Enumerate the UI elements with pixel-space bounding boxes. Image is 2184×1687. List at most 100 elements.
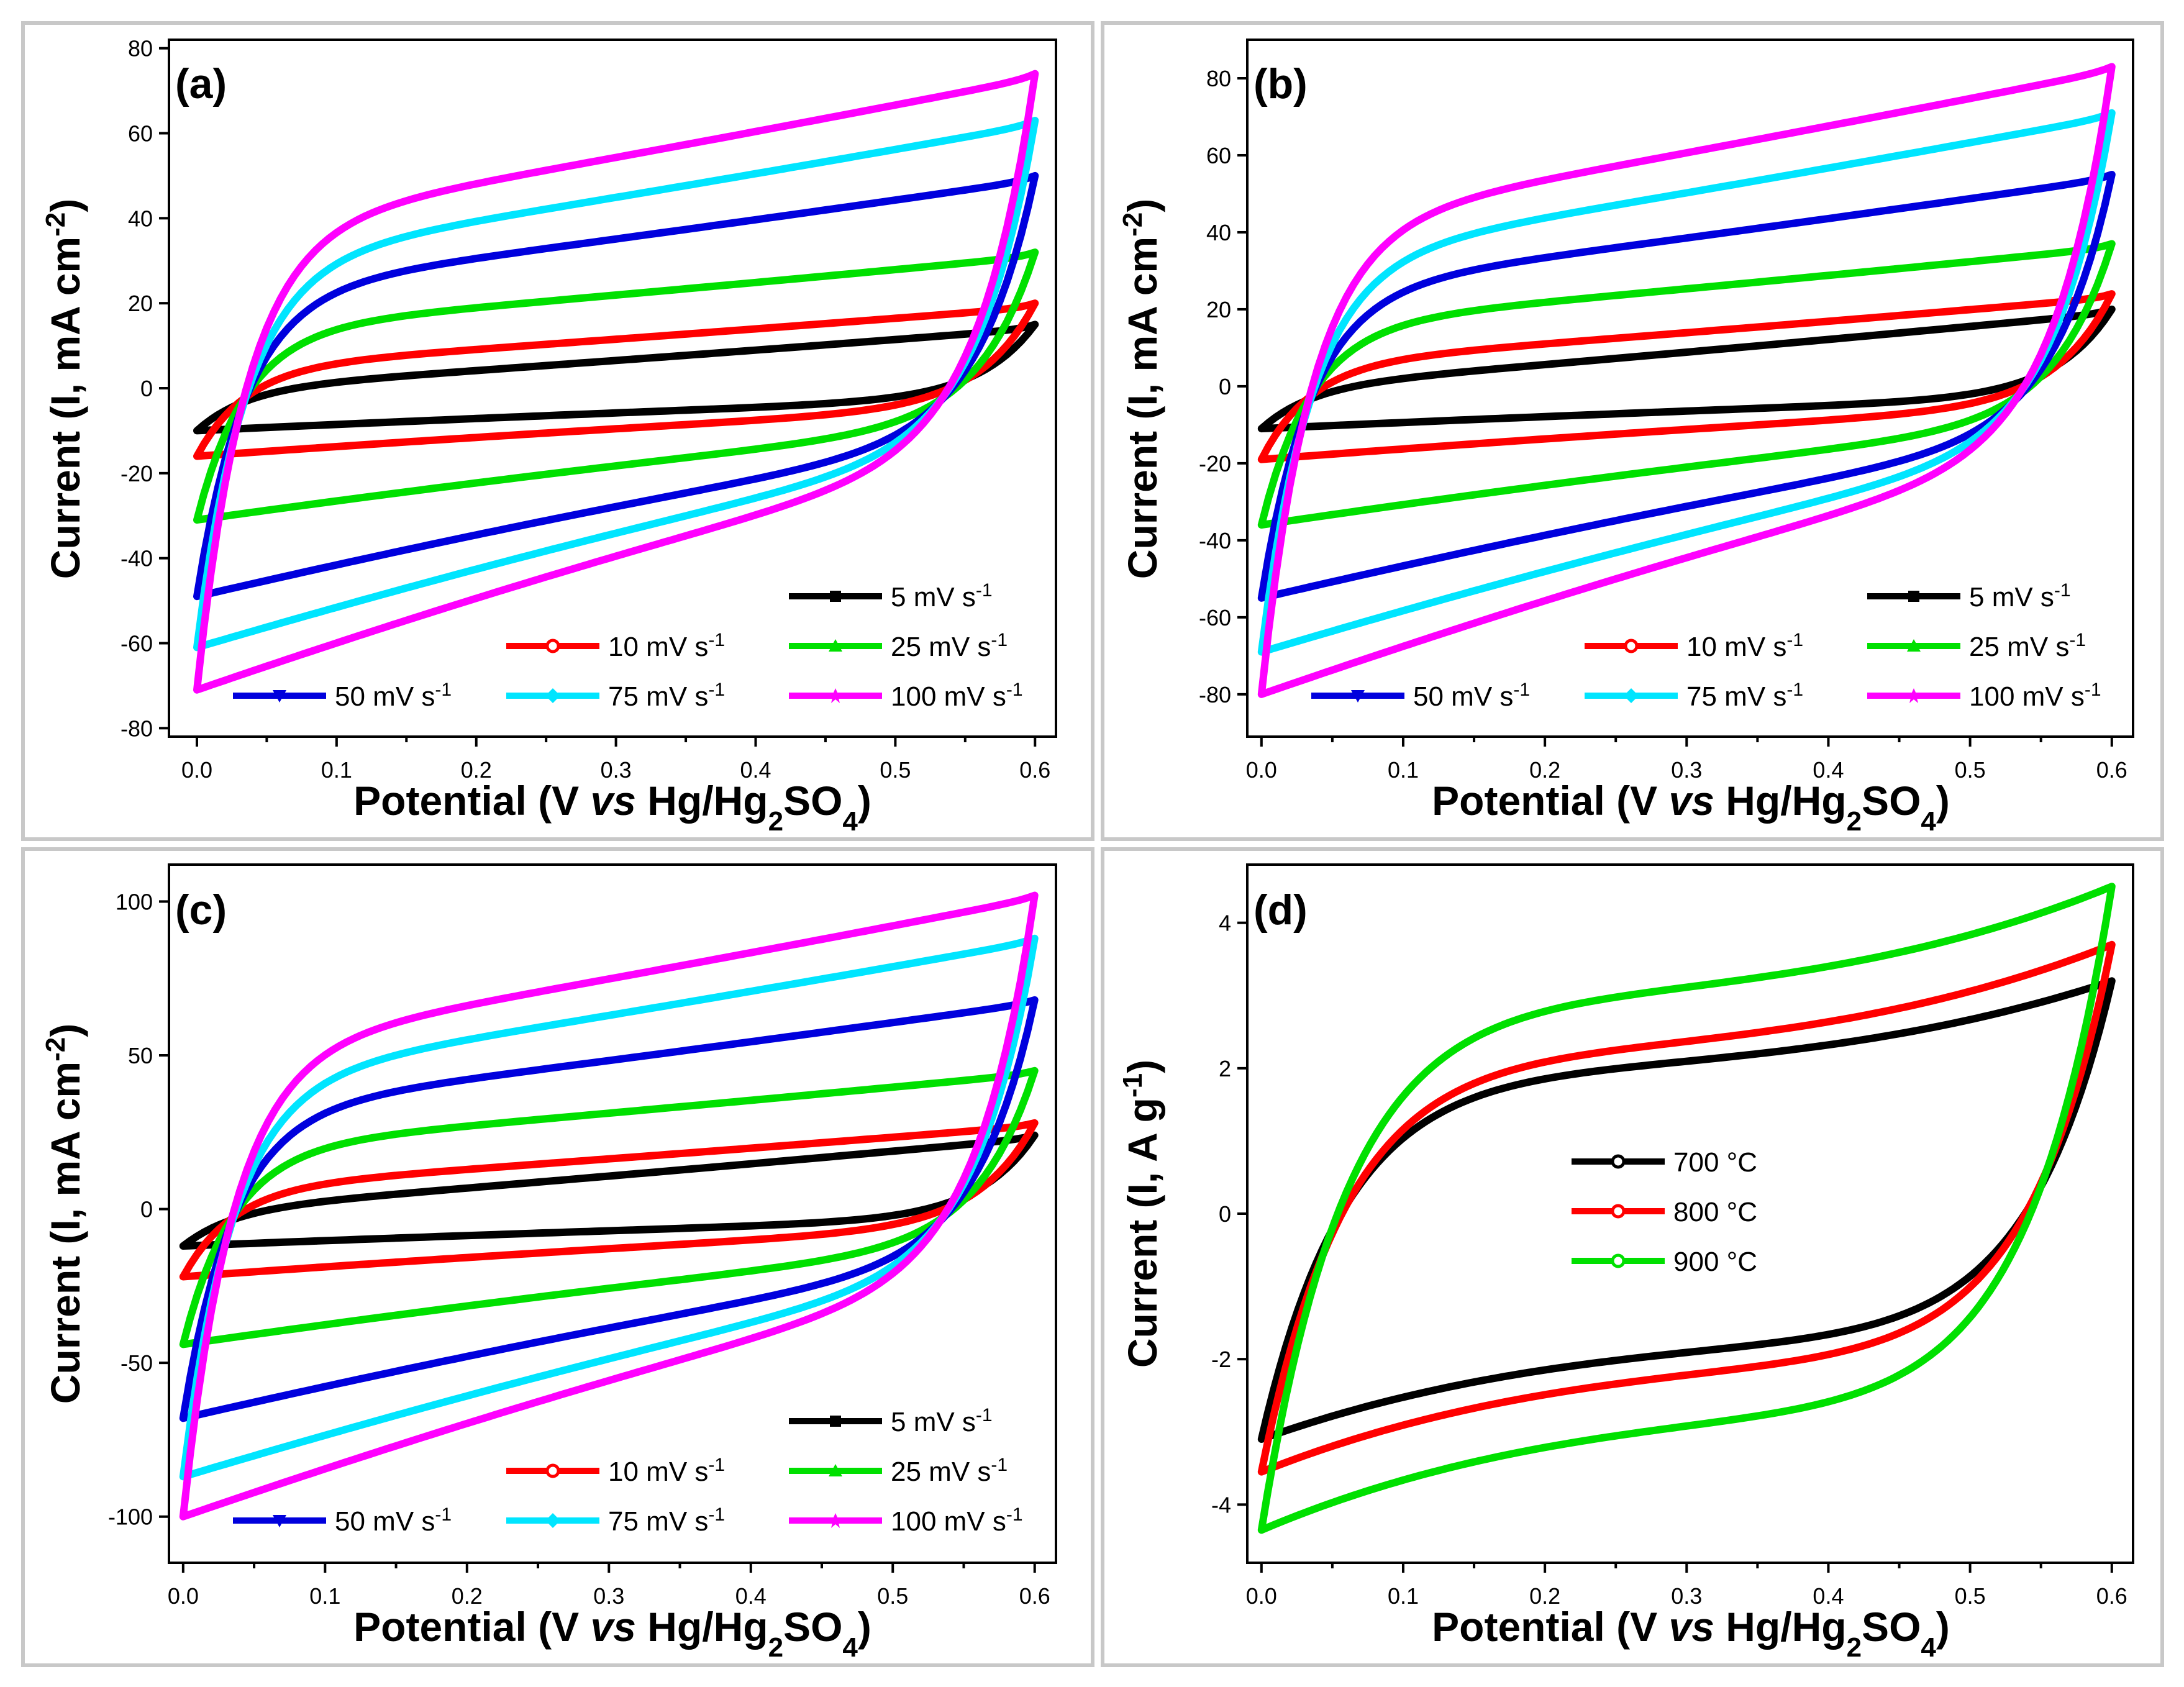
panel-d-ytick-label: 0 bbox=[1219, 1201, 1231, 1227]
panel-b-legend-label-part: -1 bbox=[2054, 580, 2071, 601]
panel-a-legend-label-part: 10 mV s bbox=[608, 632, 708, 662]
panel-c-xtick-label: 0.5 bbox=[877, 1583, 908, 1609]
panel-b-plot-box bbox=[1246, 39, 2134, 738]
panel-a-series-25mvs1 bbox=[193, 248, 1039, 524]
panel-c-legend-label-part: 5 mV s bbox=[891, 1407, 976, 1437]
panel-c-legend-label-part: 100 mV s bbox=[891, 1506, 1006, 1537]
panel-c-ylabel-part: ) bbox=[42, 1024, 88, 1037]
panel-d-chart: 0.0 0.1 0.2 0.3 0.4 0.5 0.6 -4 -2 0 2 4 (d) Potential… bbox=[1117, 863, 2134, 1663]
panel-b-series-100mvs1 bbox=[1257, 63, 2116, 698]
panel-a-legend-label-part: 5 mV s bbox=[891, 582, 976, 612]
panel-b-legend-marker bbox=[1906, 688, 1921, 703]
panel-a-ytick-label: -60 bbox=[121, 630, 153, 656]
panel-d-ylabel-part: -1 bbox=[1117, 1073, 1148, 1098]
panel-c-legend-label: 5 mV s-1 bbox=[891, 1405, 993, 1438]
panel-b-xtick-label: 0.4 bbox=[1813, 757, 1844, 783]
panel-b-legend-label: 25 mV s-1 bbox=[1969, 630, 2086, 663]
panel-b-xlabel-part: 2 bbox=[1847, 806, 1862, 837]
panel-b-legend-label: 5 mV s-1 bbox=[1969, 580, 2071, 613]
panel-d-xtick-label: 0.1 bbox=[1388, 1583, 1419, 1609]
panel-c-legend-label-part: -1 bbox=[435, 1504, 452, 1525]
panel-b-legend-label: 75 mV s-1 bbox=[1686, 680, 1803, 712]
panel-c-legend-label: 100 mV s-1 bbox=[891, 1504, 1023, 1537]
panel-c-legend-label: 25 mV s-1 bbox=[891, 1455, 1008, 1488]
panel-a-xtick-label: 0.3 bbox=[601, 757, 632, 783]
panel-c-ylabel-part: Current (I, mA cm bbox=[42, 1062, 88, 1404]
panel-c-plot-box bbox=[168, 863, 1057, 1564]
panel-c-legend-label: 10 mV s-1 bbox=[608, 1455, 725, 1488]
panel-b-xlabel-part: vs bbox=[1669, 778, 1714, 824]
panel-d-xtick-label: 0.3 bbox=[1671, 1583, 1702, 1609]
panel-c-legend-label-part: 75 mV s bbox=[608, 1506, 708, 1537]
panel-a-xtick-label: 0.0 bbox=[181, 757, 212, 783]
panel-d-ytick-label: 2 bbox=[1219, 1056, 1231, 1081]
panel-a-legend-label-part: -1 bbox=[991, 630, 1008, 650]
panel-b-ylabel: Current (I, mA cm-2) bbox=[1117, 199, 1166, 579]
panel-c-legend-label: 50 mV s-1 bbox=[335, 1504, 452, 1537]
panel-c-legend-marker bbox=[830, 1416, 841, 1427]
panel-c-xtick-label: 0.6 bbox=[1019, 1583, 1050, 1609]
panel-a-legend-label: 75 mV s-1 bbox=[608, 680, 725, 712]
panel-a-xlabel-part: ) bbox=[858, 778, 871, 824]
panel-c-legend-label-part: 50 mV s bbox=[335, 1506, 435, 1537]
panel-a-ytick-label: -80 bbox=[121, 716, 153, 741]
panel-a-series-50mvs1 bbox=[193, 171, 1039, 601]
panel-a-legend-marker bbox=[545, 639, 560, 653]
panel-b-legend-label: 100 mV s-1 bbox=[1969, 680, 2101, 712]
panel-a-ylabel-part: -2 bbox=[40, 212, 71, 237]
panel-b-series-5mvs1 bbox=[1257, 305, 2116, 433]
panel-a-xlabel-part: Hg/Hg bbox=[636, 778, 768, 824]
panel-d-xlabel-part: 4 bbox=[1921, 1632, 1936, 1663]
panel-c-xlabel-part: Potential (V bbox=[353, 1604, 590, 1650]
panel-c-legend-label: 75 mV s-1 bbox=[608, 1504, 725, 1537]
panel-a-legend-marker bbox=[828, 688, 843, 703]
panel-b-xtick-label: 0.1 bbox=[1388, 757, 1419, 783]
panel-d-legend-marker bbox=[1611, 1204, 1626, 1219]
panel-c-xtick-label: 0.3 bbox=[593, 1583, 624, 1609]
panel-a-ytick-label: 40 bbox=[128, 206, 153, 231]
panel-b-ytick-label: -80 bbox=[1199, 682, 1231, 707]
panel-b-ytick-label: -20 bbox=[1199, 451, 1231, 476]
panel-c-ylabel: Current (I, mA cm-2) bbox=[40, 1024, 89, 1404]
panel-d-xtick-label: 0.2 bbox=[1529, 1583, 1560, 1609]
panel-b-ytick-label: 80 bbox=[1206, 66, 1231, 91]
panel-d-legend-label: 800 °C bbox=[1673, 1197, 1757, 1227]
panel-a-ytick-label: 20 bbox=[128, 291, 153, 316]
panel-b-series-75mvs1 bbox=[1257, 109, 2116, 656]
panel-a-xlabel-part: 4 bbox=[842, 806, 858, 837]
panel-b-ytick-label: -40 bbox=[1199, 528, 1231, 553]
panel-d-xtick-label: 0.5 bbox=[1955, 1583, 1986, 1609]
panel-c-ytick-label: -100 bbox=[108, 1504, 153, 1530]
panel-a-legend-label: 25 mV s-1 bbox=[891, 630, 1008, 663]
panel-a-ylabel: Current (I, mA cm-2) bbox=[40, 199, 89, 579]
panel-a-ytick-label: -40 bbox=[121, 546, 153, 571]
panel-b-xlabel: Potential (V vs Hg/Hg2SO4) bbox=[1432, 778, 1950, 837]
panel-a-legend-label: 10 mV s-1 bbox=[608, 630, 725, 663]
panel-b-legend-label-part: 100 mV s bbox=[1969, 681, 2085, 712]
panel-c-xtick-label: 0.2 bbox=[452, 1583, 483, 1609]
panel-a-ytick-label: 80 bbox=[128, 36, 153, 61]
panel-b-legend-marker bbox=[1624, 688, 1639, 703]
panel-b-legend-marker bbox=[1351, 690, 1365, 703]
panel-c-ytick-label: 50 bbox=[128, 1043, 153, 1068]
panel-c-ytick-label: 0 bbox=[140, 1197, 153, 1222]
panel-b-legend-label-part: 50 mV s bbox=[1413, 681, 1513, 712]
panel-a-xlabel-part: vs bbox=[591, 778, 636, 824]
panel-b-xtick-label: 0.6 bbox=[2096, 757, 2127, 783]
panel-b-legend-label: 10 mV s-1 bbox=[1686, 630, 1803, 663]
panel-c-series-50mvs1 bbox=[179, 996, 1039, 1422]
panel-a-legend-marker bbox=[273, 690, 286, 703]
panel-d-xlabel-part: 2 bbox=[1847, 1632, 1862, 1663]
panel-a-xtick-label: 0.2 bbox=[461, 757, 492, 783]
panel-d-ylabel-part: Current (I, A g bbox=[1119, 1098, 1165, 1368]
panel-c-series-75mvs1 bbox=[179, 934, 1039, 1481]
panel-d-xlabel-part: Hg/Hg bbox=[1714, 1604, 1847, 1650]
panel-a-ylabel-part: ) bbox=[42, 199, 88, 212]
panel-a-legend-label-part: -1 bbox=[1006, 680, 1023, 700]
panel-d-series-700c bbox=[1257, 977, 2116, 1443]
panel-d-xtick-label: 0.4 bbox=[1813, 1583, 1844, 1609]
panel-c-xlabel-part: 2 bbox=[768, 1632, 783, 1663]
panel-c-series-100mvs1 bbox=[179, 891, 1039, 1521]
panel-c-label: (c) bbox=[175, 886, 227, 934]
